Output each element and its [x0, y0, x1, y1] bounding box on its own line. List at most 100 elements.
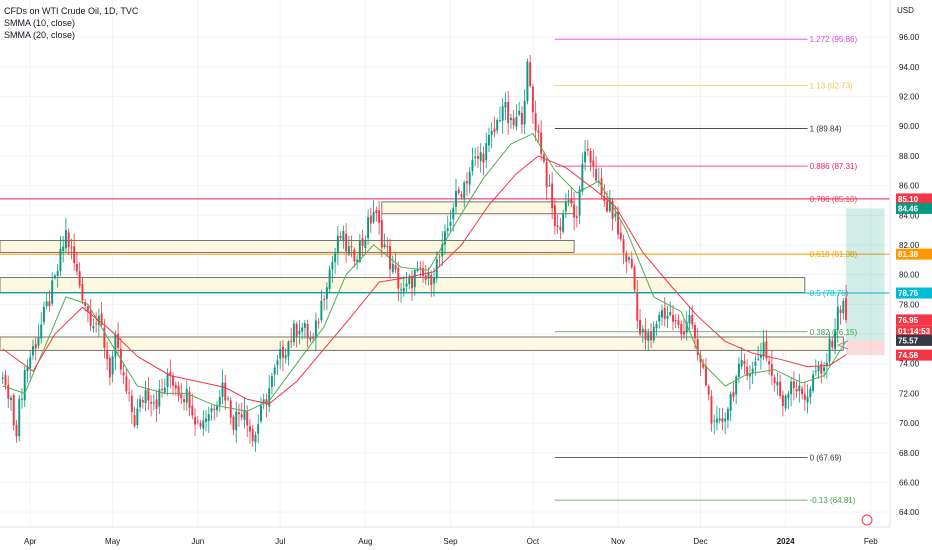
misc — [836, 340, 873, 526]
candle-body — [424, 275, 427, 280]
candle-body — [729, 393, 732, 411]
candle-body — [166, 372, 169, 388]
candle-body — [218, 396, 221, 406]
price-tag — [896, 349, 932, 361]
price-tag-label: 75.57 — [898, 336, 919, 345]
candle-body — [828, 338, 831, 362]
candle-body — [174, 384, 177, 389]
candle-body — [103, 327, 106, 348]
candle-body — [15, 424, 18, 437]
candle-body — [147, 388, 150, 401]
candle-body — [386, 246, 389, 248]
candle-body — [781, 395, 784, 406]
candle-body — [825, 362, 828, 367]
candle-body — [809, 388, 812, 398]
price-tag-label: 74.58 — [898, 351, 919, 360]
candle-body — [518, 110, 521, 115]
candle-body — [141, 400, 144, 403]
candle-body — [227, 398, 229, 400]
candle-body — [650, 331, 652, 341]
position-stop-zone — [846, 340, 885, 356]
candle-body — [564, 201, 567, 212]
candle-body — [669, 312, 672, 316]
candle-body — [238, 412, 240, 415]
candle-body — [606, 201, 609, 212]
candle-body — [617, 211, 620, 235]
x-tick-label: May — [105, 537, 120, 546]
candle-body — [534, 113, 537, 131]
candle-body — [589, 150, 592, 163]
candle-body — [221, 382, 224, 397]
candle-body — [298, 330, 301, 335]
fib-label: 0.5 (78.76) — [810, 289, 849, 298]
candle-body — [254, 434, 257, 443]
candle-body — [674, 319, 677, 321]
candle-body — [504, 101, 507, 108]
candle-body — [34, 344, 37, 349]
candle-body — [136, 408, 139, 426]
x-tick-label: Apr — [24, 537, 37, 546]
candle-body — [262, 399, 265, 404]
candle-body — [842, 301, 845, 314]
candle-body — [194, 417, 196, 425]
candle-body — [191, 405, 194, 416]
candle-body — [172, 376, 175, 386]
candle-body — [169, 372, 172, 377]
candle-body — [48, 301, 51, 307]
y-tick-label: 82.00 — [899, 241, 920, 250]
candle-body — [520, 112, 523, 125]
candle-body — [183, 399, 186, 403]
candle-body — [468, 171, 471, 185]
candle-body — [762, 342, 765, 356]
candle-body — [139, 399, 142, 408]
candle-body — [688, 314, 691, 324]
x-tick-label: Oct — [527, 537, 540, 546]
candle-body — [397, 267, 400, 289]
arrow-icon — [836, 340, 849, 350]
candle-body — [457, 189, 460, 193]
candle-body — [270, 376, 273, 387]
candle-body — [823, 367, 826, 372]
candle-body — [402, 288, 405, 292]
price-tag-label: 84.46 — [898, 204, 919, 213]
fib-label: 1 (89.84) — [810, 125, 842, 134]
legend-smma20: SMMA (20, close) — [4, 30, 76, 40]
candle-body — [836, 306, 839, 330]
candle-body — [303, 323, 306, 328]
fib-label: 0.382 (76.15) — [810, 328, 858, 337]
candle-body — [466, 181, 468, 184]
zone-rect — [381, 201, 575, 215]
time-axis[interactable]: Apr May Jun Jul Aug Sep Oct Nov Dec 2024 Feb — [0, 526, 932, 550]
candle-body — [666, 315, 669, 319]
position-target-zone — [846, 208, 885, 341]
candle-body — [608, 197, 611, 212]
candle-body — [122, 372, 125, 376]
candle-body — [347, 246, 350, 255]
candle-body — [795, 388, 798, 392]
candle-body — [776, 381, 779, 386]
candle-body — [507, 102, 510, 123]
candle-body — [699, 355, 702, 363]
candle-body — [658, 315, 661, 322]
x-tick-label: Jul — [275, 537, 285, 546]
candle-body — [325, 287, 328, 299]
legend-title: CFDs on WTI Crude Oil, 1D, TVC — [4, 6, 139, 16]
candle-body — [301, 327, 304, 332]
candle-body — [537, 130, 540, 133]
zones — [0, 201, 844, 351]
candle-body — [430, 274, 433, 285]
candle-body — [713, 420, 716, 422]
candle-body — [438, 256, 441, 258]
long-position-tool[interactable] — [846, 208, 885, 356]
price-tag-label: 85.10 — [898, 195, 919, 204]
price-axis[interactable]: 64.0066.0068.0070.0072.0074.0076.0078.00… — [889, 0, 932, 550]
candle-body — [251, 429, 254, 442]
candle-body — [350, 246, 353, 248]
price-tag — [896, 248, 932, 260]
candle-body — [702, 363, 705, 368]
candle-body — [694, 324, 696, 339]
candle-body — [235, 411, 238, 431]
candle-body — [364, 240, 367, 249]
candle-body — [633, 266, 636, 290]
